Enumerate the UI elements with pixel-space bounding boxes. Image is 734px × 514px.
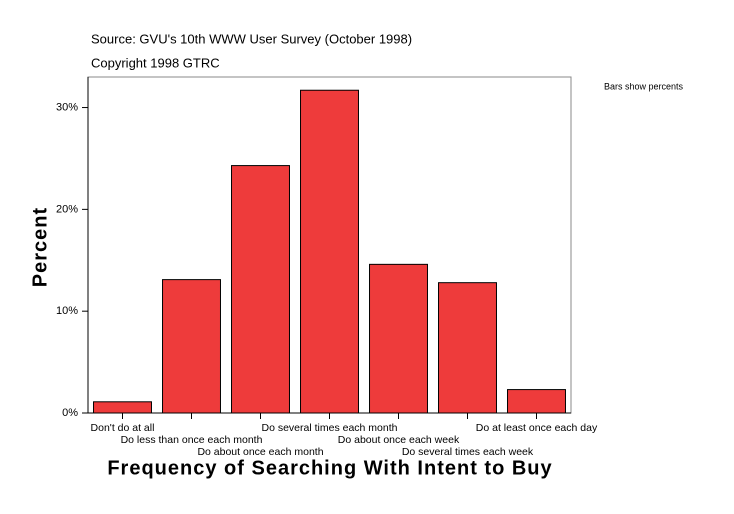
x-tick-label: Do at least once each day	[476, 422, 598, 434]
x-tick-label: Do about once each month	[197, 446, 323, 458]
source: Source: GVU's 10th WWW User Survey (Octo…	[91, 31, 412, 46]
note: Bars show percents	[604, 81, 684, 91]
bar	[93, 401, 152, 414]
copyright: Copyright 1998 GTRC	[91, 55, 220, 70]
y-tick-label: 30%	[56, 101, 78, 113]
bar	[438, 282, 497, 414]
bar	[507, 389, 566, 414]
bar	[369, 263, 428, 414]
y-tick-label: 0%	[62, 407, 78, 419]
x-tick-label: Do less than once each month	[121, 434, 263, 446]
x-tick-label: Do several times each week	[402, 446, 534, 458]
y-tick-label: 10%	[56, 305, 78, 317]
y-tick-label: 20%	[56, 203, 78, 215]
x-axis-title: Frequency of Searching With Intent to Bu…	[107, 457, 552, 479]
bar	[300, 89, 359, 414]
x-tick-label: Do several times each month	[262, 422, 398, 434]
x-tick-label: Do about once each week	[338, 434, 460, 446]
x-tick-label: Don't do at all	[91, 422, 155, 434]
y-axis-title: Percent	[29, 207, 51, 287]
bar	[162, 279, 221, 414]
bar	[231, 165, 290, 414]
